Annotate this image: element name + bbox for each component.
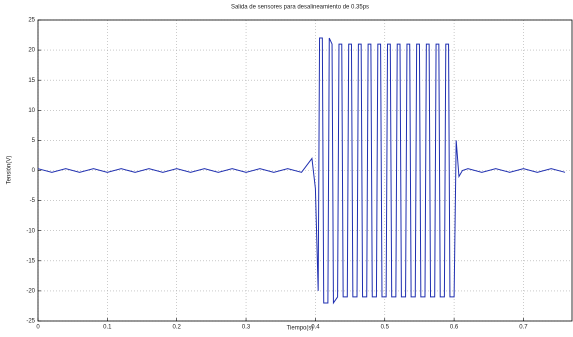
x-tick-label: 0.5 [381, 325, 390, 331]
plot-frame [37, 19, 573, 322]
x-axis-label: Tiempo(s) [287, 326, 314, 332]
y-tick-label: 20 [28, 48, 35, 54]
y-tick-label: -20 [26, 288, 35, 294]
chart-title: Salida de sensores para desalineamiento … [231, 5, 369, 11]
x-tick-label: 0.4 [311, 325, 320, 331]
x-tick-label: 0.2 [173, 325, 182, 331]
x-tick-label: 0 [36, 325, 40, 331]
y-tick-label: -5 [30, 198, 36, 204]
x-tick-label: 0.7 [519, 325, 528, 331]
y-tick-label: 5 [32, 138, 36, 144]
y-tick-label: -10 [26, 228, 35, 234]
y-tick-label: 15 [28, 78, 35, 84]
y-tick-label: 25 [28, 18, 35, 24]
y-tick-label: -25 [26, 319, 35, 325]
line-series [37, 37, 566, 305]
x-tick-label: 0.3 [242, 325, 251, 331]
y-tick-label: 0 [32, 168, 36, 174]
x-tick-label: 0.1 [103, 325, 112, 331]
y-tick-label: -15 [26, 258, 35, 264]
y-axis-label: Tensión(V) [7, 156, 13, 185]
y-tick-label: 10 [28, 108, 35, 114]
x-tick-label: 0.6 [450, 325, 459, 331]
